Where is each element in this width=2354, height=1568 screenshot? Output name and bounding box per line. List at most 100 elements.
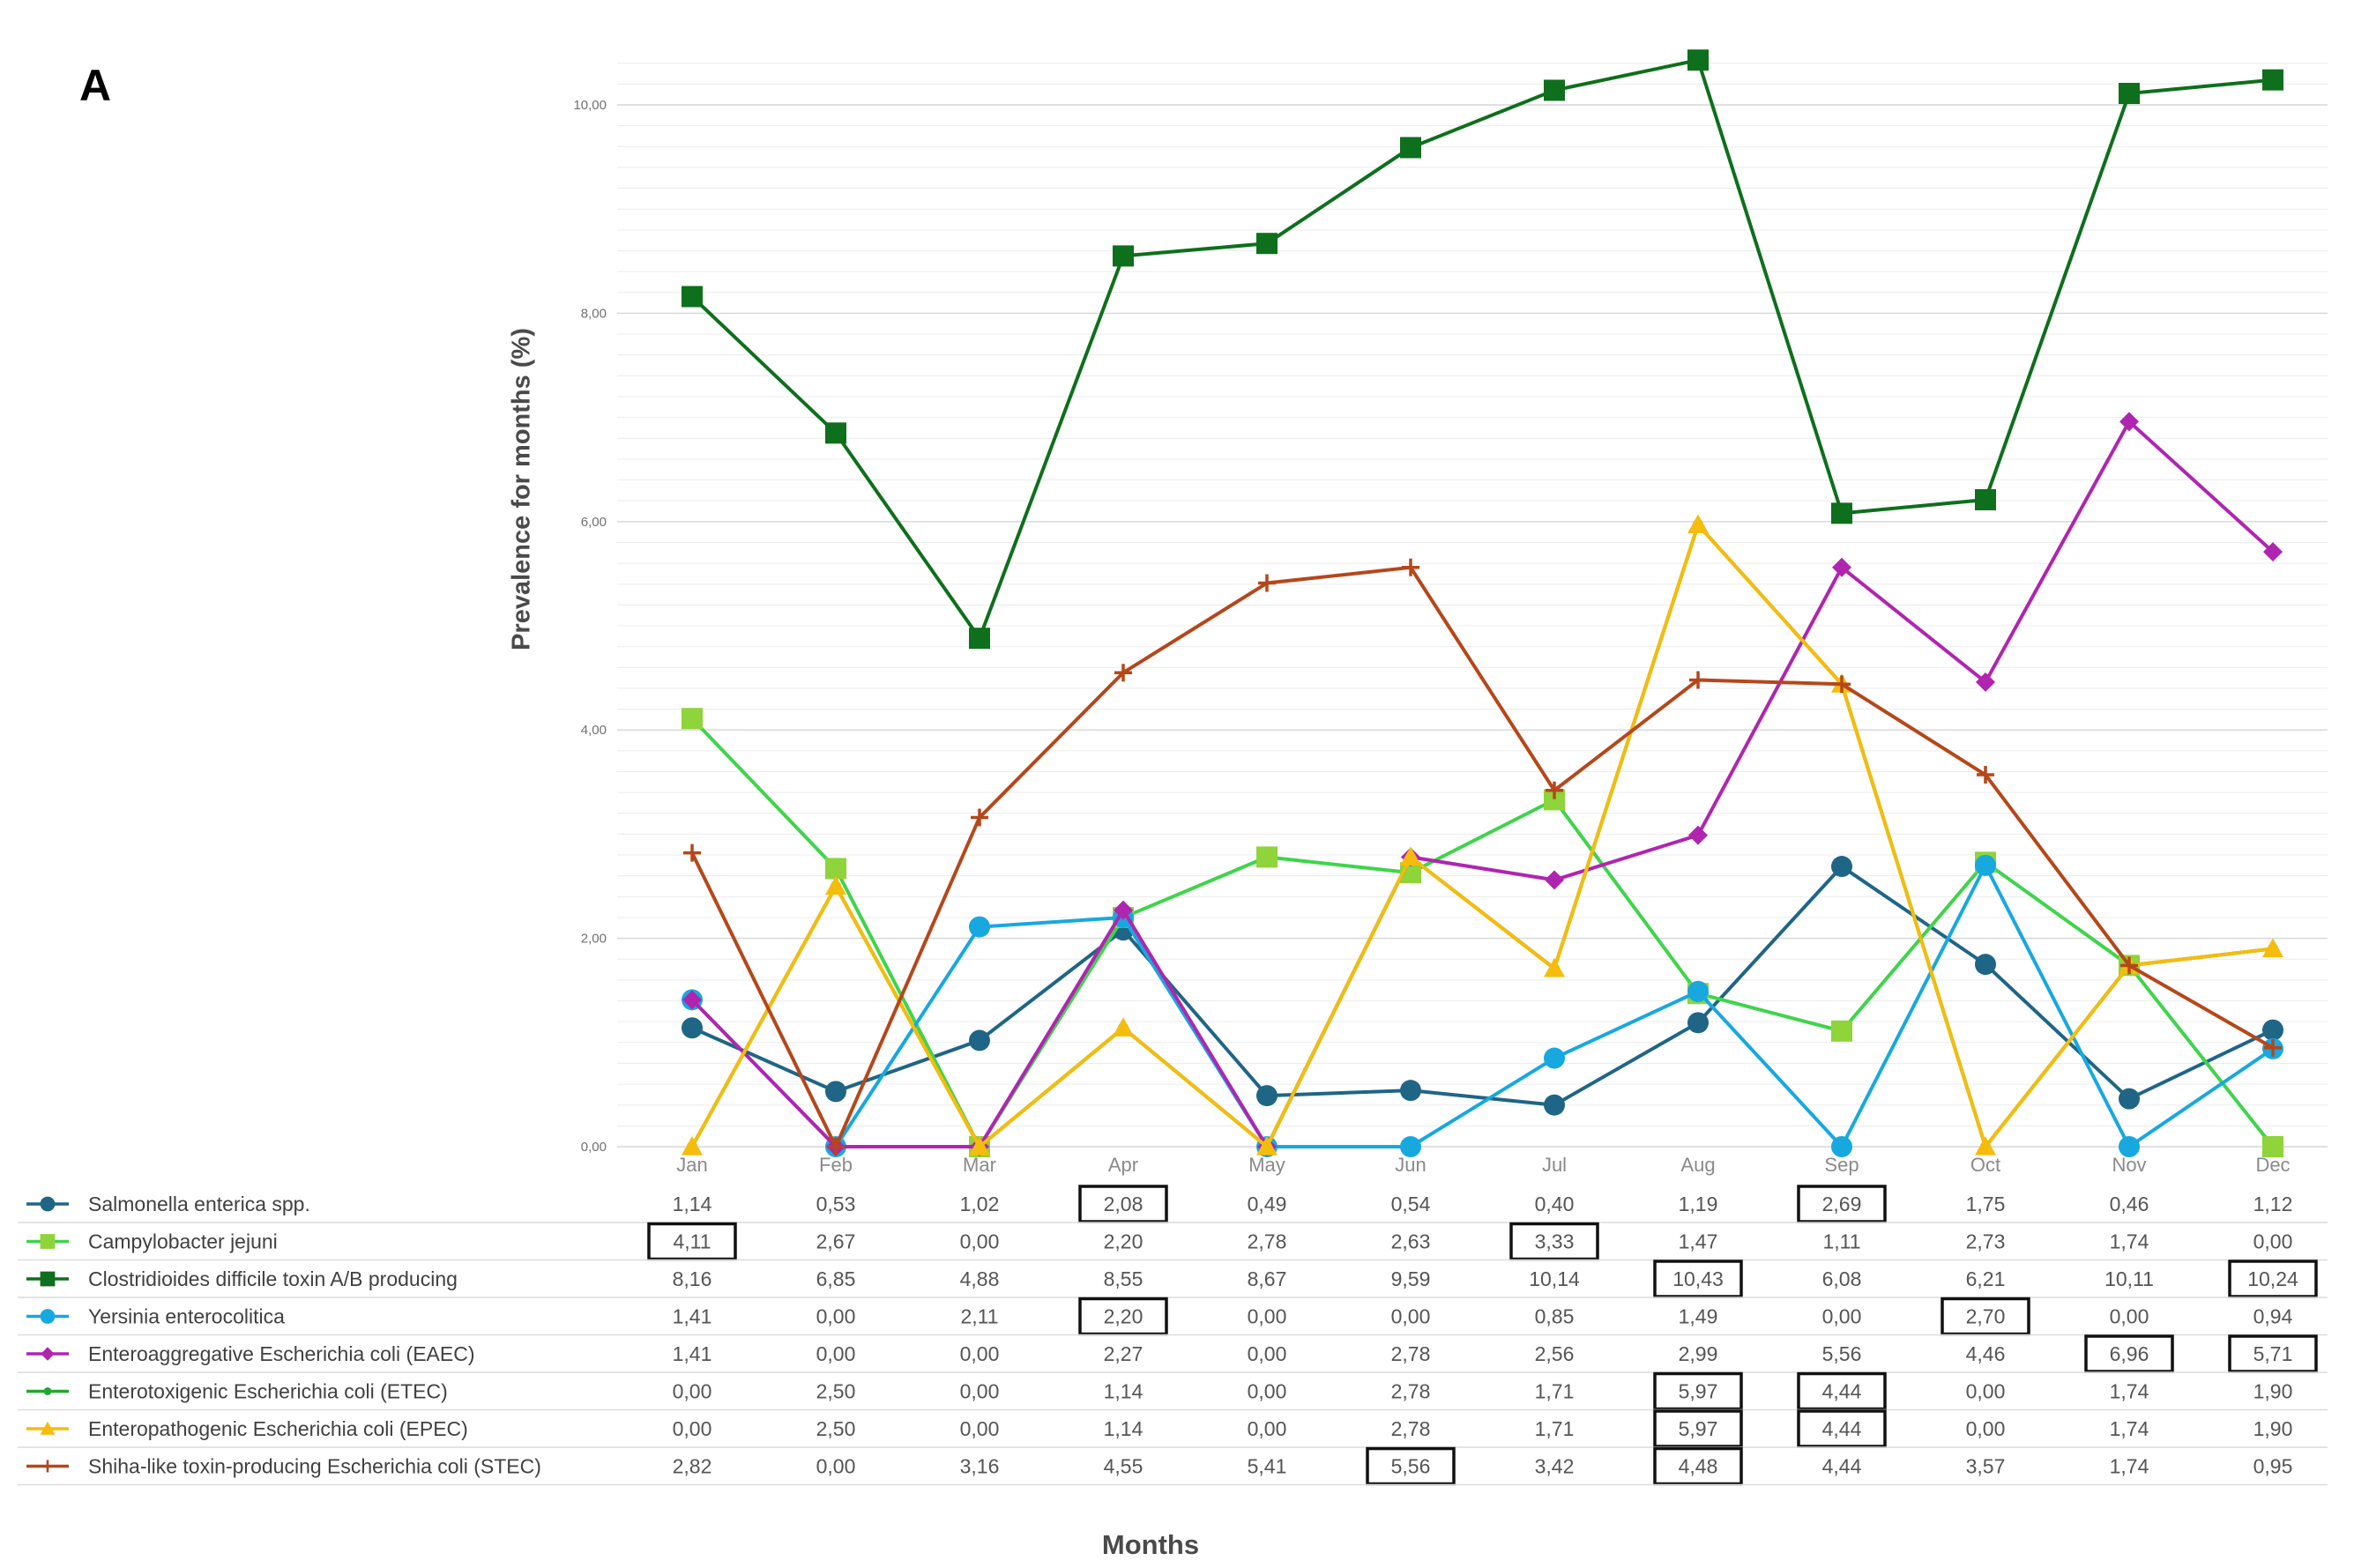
table-cell: 0,00 bbox=[1248, 1342, 1287, 1365]
series-line bbox=[690, 565, 2274, 1148]
table-cell: 1,74 bbox=[2110, 1417, 2149, 1440]
table-cell: 6,21 bbox=[1966, 1267, 2006, 1290]
y-tick-label: 4,00 bbox=[581, 723, 607, 738]
table-cell: 0,00 bbox=[1822, 1305, 1862, 1328]
table-cell: 1,14 bbox=[673, 1193, 712, 1215]
table-cell: 1,41 bbox=[673, 1305, 712, 1328]
data-point bbox=[2264, 1038, 2282, 1057]
x-tick-label: Dec bbox=[2255, 1154, 2290, 1176]
series-line bbox=[690, 863, 2275, 1148]
table-cell: 2,27 bbox=[1104, 1342, 1143, 1365]
table-cell: 0,00 bbox=[673, 1380, 712, 1403]
table-row: Shiha-like toxin-producing Escherichia c… bbox=[18, 1446, 2328, 1486]
highlight-box bbox=[1797, 1409, 1887, 1448]
data-point bbox=[1400, 1136, 1421, 1157]
data-point bbox=[1833, 675, 1851, 694]
table-cell: 1,19 bbox=[1679, 1193, 1718, 1215]
data-point bbox=[1402, 558, 1419, 576]
table-cell: 0,00 bbox=[1248, 1305, 1287, 1328]
y-tick-label: 8,00 bbox=[581, 306, 607, 321]
data-point bbox=[1256, 846, 1278, 868]
panel-label: A bbox=[79, 61, 112, 110]
y-axis: 0,00 2,00 4,00 6,00 8,00 10,00 bbox=[573, 98, 607, 1155]
data-point bbox=[1256, 233, 1278, 255]
data-point bbox=[2119, 1088, 2140, 1110]
x-tick-label: Jul bbox=[1542, 1154, 1567, 1176]
data-point bbox=[2262, 1136, 2283, 1157]
data-point bbox=[825, 422, 846, 444]
data-point bbox=[682, 1136, 703, 1156]
highlight-box bbox=[1653, 1260, 1743, 1298]
data-point bbox=[2262, 69, 2283, 91]
data-point bbox=[825, 1081, 846, 1103]
table-cell: 0,40 bbox=[1535, 1193, 1575, 1215]
data-point bbox=[971, 808, 988, 827]
highlight-box bbox=[1653, 1371, 1743, 1411]
table-cell: 1,75 bbox=[1966, 1193, 2006, 1215]
table-row: Salmonella enterica spp. 1,14 0,53 1,02 2,08… bbox=[18, 1185, 2328, 1223]
data-point bbox=[682, 1017, 703, 1039]
table-cell: 2,78 bbox=[1248, 1230, 1287, 1253]
table-cell: 2,08 bbox=[1104, 1193, 1143, 1215]
highlight-box bbox=[1653, 1446, 1743, 1486]
table-cell: 0,94 bbox=[2253, 1305, 2293, 1328]
data-point bbox=[1258, 574, 1276, 592]
legend-swatch-marker bbox=[40, 1421, 56, 1435]
table-cell: 5,97 bbox=[1679, 1417, 1718, 1440]
x-axis-title: Months bbox=[1101, 1529, 1200, 1560]
table-cell: 3,57 bbox=[1966, 1455, 2006, 1478]
highlight-box bbox=[1653, 1409, 1743, 1448]
table-cell: 2,78 bbox=[1391, 1380, 1431, 1403]
table-cell: 1,71 bbox=[1535, 1417, 1575, 1440]
table-cell: 0,00 bbox=[1248, 1417, 1287, 1440]
data-point bbox=[1400, 846, 1421, 866]
table-cell: 2,67 bbox=[816, 1230, 856, 1253]
table-cell: 10,43 bbox=[1672, 1267, 1724, 1290]
data-point bbox=[1977, 766, 1994, 784]
highlight-box bbox=[1078, 1185, 1168, 1223]
legend-label: Shiha-like toxin-producing Escherichia c… bbox=[88, 1455, 541, 1478]
data-point bbox=[2120, 956, 2138, 975]
data-table: Salmonella enterica spp. 1,14 0,53 1,02 2,08… bbox=[18, 1185, 2328, 1486]
data-point bbox=[1400, 137, 1421, 159]
legend-swatch-marker bbox=[43, 1387, 52, 1395]
table-cell: 0,00 bbox=[816, 1305, 856, 1328]
data-point bbox=[1546, 781, 1563, 799]
table-cell: 5,71 bbox=[2253, 1342, 2293, 1365]
data-point bbox=[1687, 49, 1709, 71]
data-point bbox=[1689, 671, 1707, 689]
data-point bbox=[1831, 1020, 1852, 1042]
x-tick-label: Feb bbox=[819, 1154, 853, 1176]
highlight-box bbox=[1509, 1222, 1599, 1261]
data-point bbox=[682, 990, 702, 1010]
legend-swatch-marker bbox=[40, 1309, 56, 1324]
x-tick-label: May bbox=[1248, 1154, 1285, 1176]
table-cell: 1,74 bbox=[2110, 1455, 2149, 1478]
data-point bbox=[2262, 938, 2283, 958]
highlight-box bbox=[1797, 1185, 1887, 1223]
data-point bbox=[1831, 856, 1852, 878]
legend-label: Campylobacter jejuni bbox=[88, 1230, 278, 1253]
table-cell: 0,00 bbox=[816, 1342, 856, 1365]
data-point bbox=[1831, 502, 1852, 524]
legend-label: Enteroaggregative Escherichia coli (EAEC… bbox=[88, 1342, 474, 1365]
data-point bbox=[2119, 412, 2139, 432]
plot-area bbox=[682, 49, 2283, 1157]
data-point bbox=[1113, 1017, 1134, 1037]
table-cell: 3,16 bbox=[960, 1455, 1000, 1478]
table-cell: 0,00 bbox=[816, 1455, 856, 1478]
highlight-box bbox=[1941, 1297, 2030, 1336]
table-cell: 0,46 bbox=[2110, 1193, 2149, 1215]
table-cell: 1,71 bbox=[1535, 1380, 1575, 1403]
highlight-box bbox=[2228, 1260, 2318, 1298]
legend-swatch-marker bbox=[40, 1196, 56, 1212]
data-point bbox=[1114, 664, 1132, 682]
data-point bbox=[1114, 900, 1133, 920]
series-campylobacter-jejuni bbox=[682, 708, 2283, 1157]
y-tick-label: 10,00 bbox=[573, 98, 607, 113]
series-line bbox=[690, 58, 2274, 641]
data-point bbox=[1256, 1085, 1278, 1107]
table-cell: 2,50 bbox=[816, 1417, 856, 1440]
table-cell: 10,11 bbox=[2104, 1267, 2154, 1290]
table-cell: 0,00 bbox=[673, 1417, 712, 1440]
